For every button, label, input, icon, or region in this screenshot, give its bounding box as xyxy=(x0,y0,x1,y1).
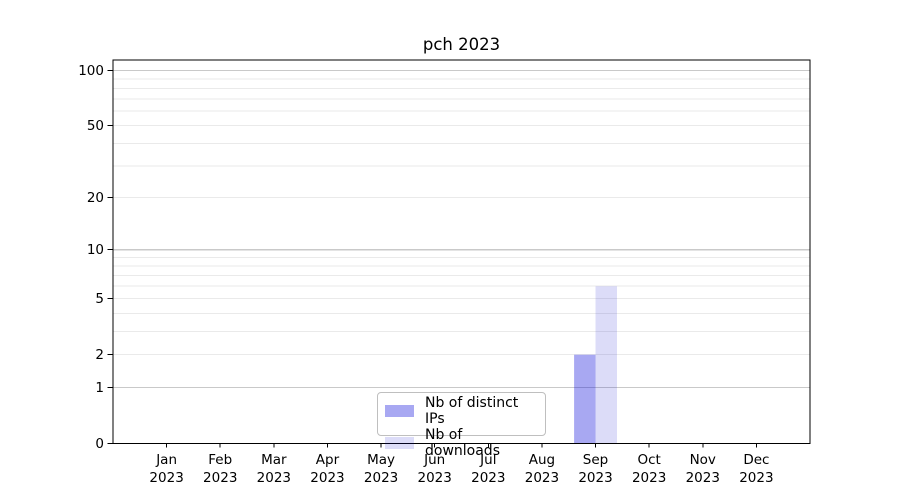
legend: Nb of distinct IPs Nb of downloads xyxy=(377,392,546,459)
y-tick-label-0: 0 xyxy=(95,436,104,452)
y-tick-label-2: 2 xyxy=(95,347,104,363)
x-tick-year-label-feb: 2023 xyxy=(203,470,237,486)
legend-label-distinct-ips: Nb of distinct IPs xyxy=(425,395,519,427)
x-tick-month-label-oct: Oct xyxy=(637,452,660,468)
x-tick-month-label-jan: Jan xyxy=(155,452,177,468)
x-tick-month-label-mar: Mar xyxy=(261,452,287,468)
x-tick-year-label-aug: 2023 xyxy=(525,470,559,486)
x-tick-month-label-jun: Jun xyxy=(423,452,445,468)
plot-border xyxy=(112,59,811,444)
x-tick-year-label-jan: 2023 xyxy=(149,470,183,486)
legend-label-downloads: Nb of downloads xyxy=(425,427,500,459)
x-tick-month-label-aug: Aug xyxy=(529,452,555,468)
legend-item-distinct-ips: Nb of distinct IPs xyxy=(385,395,538,427)
y-tick-label-20: 20 xyxy=(87,190,104,206)
x-tick-year-label-jun: 2023 xyxy=(418,470,452,486)
x-tick-year-label-may: 2023 xyxy=(364,470,398,486)
y-tick-label-100: 100 xyxy=(78,63,104,79)
bar-nb-of-distinct-ips-sep xyxy=(574,354,596,444)
chart-title: pch 2023 xyxy=(422,35,501,54)
x-tick-month-label-may: May xyxy=(367,452,395,468)
x-tick-month-label-apr: Apr xyxy=(316,452,340,468)
x-tick-month-label-nov: Nov xyxy=(690,452,716,468)
y-tick-label-10: 10 xyxy=(87,242,104,258)
x-tick-year-label-nov: 2023 xyxy=(686,470,720,486)
y-tick-label-5: 5 xyxy=(95,291,104,307)
x-tick-year-label-jul: 2023 xyxy=(471,470,505,486)
legend-swatch-distinct-ips xyxy=(385,405,414,417)
legend-item-downloads: Nb of downloads xyxy=(385,427,538,459)
x-tick-year-label-sep: 2023 xyxy=(578,470,612,486)
x-tick-month-label-jul: Jul xyxy=(479,452,496,468)
x-tick-year-label-oct: 2023 xyxy=(632,470,666,486)
bar-nb-of-downloads-sep xyxy=(595,286,617,444)
x-tick-month-label-sep: Sep xyxy=(583,452,608,468)
x-tick-year-label-apr: 2023 xyxy=(310,470,344,486)
x-tick-month-label-dec: Dec xyxy=(743,452,769,468)
x-tick-year-label-dec: 2023 xyxy=(739,470,773,486)
x-tick-month-label-feb: Feb xyxy=(208,452,232,468)
legend-swatch-downloads xyxy=(385,437,414,449)
x-tick-year-label-mar: 2023 xyxy=(257,470,291,486)
y-tick-label-1: 1 xyxy=(95,380,104,396)
y-tick-label-50: 50 xyxy=(87,118,104,134)
